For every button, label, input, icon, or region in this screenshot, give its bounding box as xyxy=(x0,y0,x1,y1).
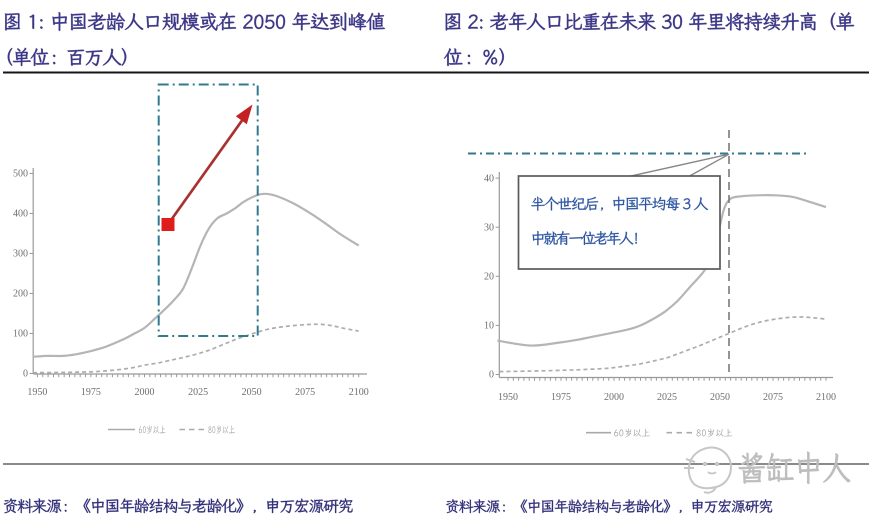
svg-text:1975: 1975 xyxy=(81,387,101,398)
svg-text:200: 200 xyxy=(13,289,28,300)
svg-text:1975: 1975 xyxy=(551,392,571,403)
svg-text:2100: 2100 xyxy=(349,387,369,398)
svg-text:0: 0 xyxy=(489,370,494,381)
svg-text:2075: 2075 xyxy=(295,387,315,398)
svg-text:2100: 2100 xyxy=(816,392,836,403)
svg-text:30: 30 xyxy=(484,222,494,233)
svg-text:2025: 2025 xyxy=(188,387,208,398)
svg-text:300: 300 xyxy=(13,249,28,260)
svg-text:2050: 2050 xyxy=(710,392,730,403)
svg-text:10: 10 xyxy=(484,321,494,332)
svg-text:500: 500 xyxy=(13,169,28,180)
svg-text:2000: 2000 xyxy=(604,392,624,403)
svg-text:2025: 2025 xyxy=(657,392,677,403)
svg-text:100: 100 xyxy=(13,329,28,340)
svg-text:400: 400 xyxy=(13,209,28,220)
svg-text:1950: 1950 xyxy=(27,387,47,398)
svg-text:0: 0 xyxy=(23,369,28,380)
svg-text:1950: 1950 xyxy=(498,392,518,403)
svg-text:2050: 2050 xyxy=(242,387,262,398)
svg-text:20: 20 xyxy=(484,272,494,283)
svg-text:2000: 2000 xyxy=(135,387,155,398)
svg-text:40: 40 xyxy=(484,173,494,184)
svg-text:2075: 2075 xyxy=(763,392,783,403)
